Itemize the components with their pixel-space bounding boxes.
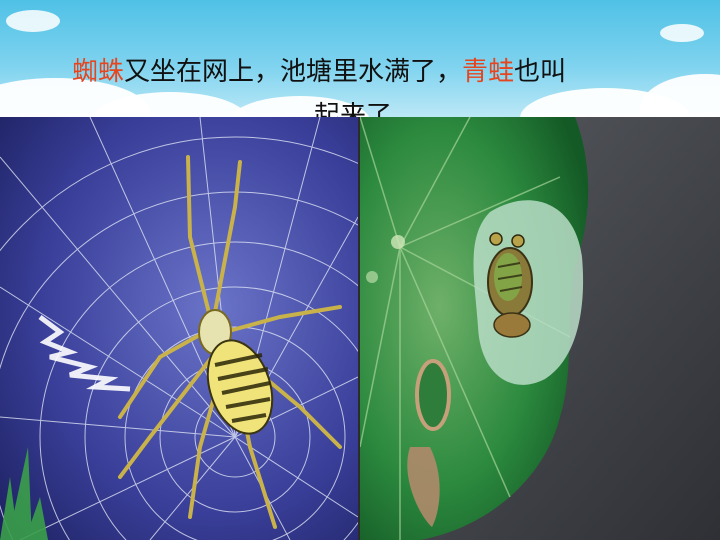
spider-on-web-photo	[0, 117, 358, 540]
cloud-decoration	[660, 24, 704, 42]
photo-divider	[358, 117, 360, 540]
frog-word: 青蛙	[462, 57, 515, 87]
spider-word: 蜘蛛	[72, 57, 125, 87]
sky-banner	[0, 0, 720, 120]
cloud-decoration	[6, 10, 60, 32]
caption-middle: 又坐在网上，池塘里水满了，	[124, 57, 463, 87]
frog-icon	[360, 117, 720, 540]
spider-icon	[0, 117, 358, 540]
photo-pair	[0, 117, 720, 540]
caption-tail: 也叫	[514, 57, 567, 87]
slide-caption: 蜘蛛又坐在网上，池塘里水满了，青蛙也叫 起来了。	[72, 50, 682, 138]
frog-on-lotus-leaf-photo	[360, 117, 720, 540]
